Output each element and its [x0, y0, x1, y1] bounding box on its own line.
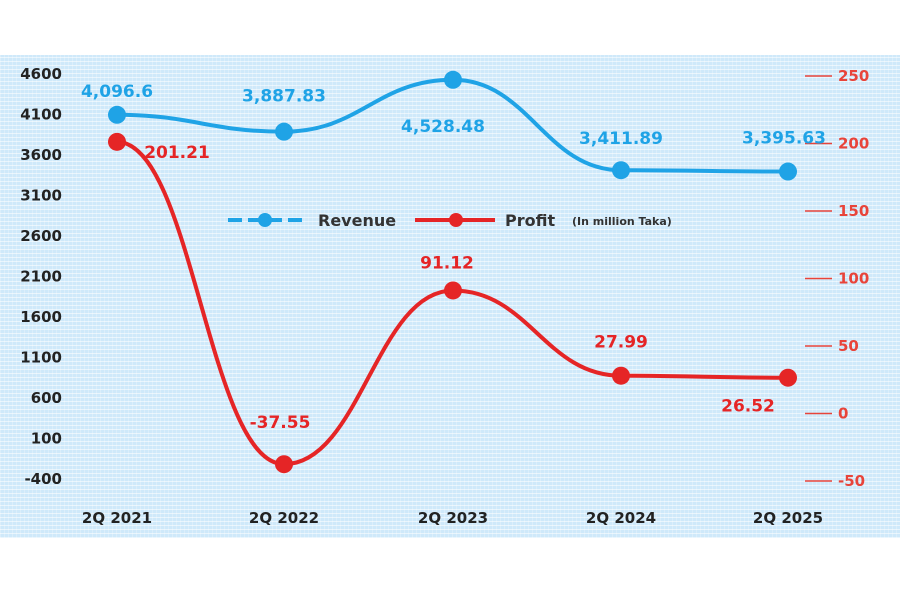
revenue-data-label: 4,528.48 [401, 117, 485, 137]
left-axis-tick: 100 [31, 430, 62, 448]
x-axis-tick: 2Q 2022 [249, 509, 319, 527]
left-axis-tick: 3100 [20, 187, 62, 205]
left-axis-tick: 2600 [20, 227, 62, 245]
right-axis-tick: 100 [838, 270, 869, 288]
right-axis-tick: 0 [838, 405, 848, 423]
right-axis-tick: 200 [838, 135, 869, 153]
legend-unit-note: (In million Taka) [572, 215, 672, 228]
left-axis-tick: 3600 [20, 146, 62, 164]
revenue-data-label: 3,411.89 [579, 129, 663, 149]
right-axis-tick: 250 [838, 67, 869, 85]
data-points [108, 70, 797, 474]
legend-revenue-marker [258, 213, 272, 227]
right-axis-tick: -50 [838, 472, 865, 490]
profit-point [444, 281, 462, 300]
revenue-point [779, 162, 797, 181]
left-axis-tick: 4600 [20, 65, 62, 83]
revenue-data-label: 4,096.6 [81, 82, 153, 102]
line-chart: 4600 4100 3600 3100 2600 2100 1600 1100 600 100 -4… [20, 65, 869, 527]
legend-profit-label: Profit [505, 211, 555, 230]
x-axis-tick: 2Q 2021 [82, 509, 152, 527]
right-axis-tick: 50 [838, 337, 859, 355]
profit-data-label: -37.55 [250, 413, 311, 433]
profit-point [275, 455, 293, 474]
x-axis-tick: 2Q 2023 [418, 509, 488, 527]
left-axis: 4600 4100 3600 3100 2600 2100 1600 1100 600 100 -4… [20, 65, 62, 488]
right-axis: 250 200 150 100 50 0 -50 [805, 67, 869, 490]
left-axis-tick: 2100 [20, 268, 62, 286]
chart-panel: 4600 4100 3600 3100 2600 2100 1600 1100 600 100 -4… [0, 55, 900, 538]
profit-data-label: 27.99 [594, 333, 648, 353]
left-axis-tick: -400 [24, 470, 62, 488]
revenue-point [444, 70, 462, 89]
profit-point [779, 368, 797, 387]
profit-point [612, 366, 630, 385]
revenue-data-label: 3,395.63 [742, 129, 826, 149]
profit-data-label: 91.12 [420, 253, 474, 273]
x-axis-tick: 2Q 2024 [586, 509, 656, 527]
data-labels: 4,096.6 3,887.83 4,528.48 3,411.89 3,395.63 2… [81, 82, 826, 433]
left-axis-tick: 1100 [20, 349, 62, 367]
legend: Revenue Profit (In million Taka) [228, 211, 672, 230]
revenue-data-label: 3,887.83 [242, 87, 326, 107]
left-axis-tick: 1600 [20, 308, 62, 326]
profit-data-label: 201.21 [144, 143, 210, 163]
revenue-point [108, 105, 126, 124]
legend-revenue-label: Revenue [318, 211, 396, 230]
revenue-point [612, 161, 630, 180]
x-axis: 2Q 2021 2Q 2022 2Q 2023 2Q 2024 2Q 2025 [82, 509, 823, 527]
right-axis-tick: 150 [838, 202, 869, 220]
profit-line [115, 139, 790, 467]
x-axis-tick: 2Q 2025 [753, 509, 823, 527]
legend-profit-marker [449, 213, 463, 227]
left-axis-tick: 600 [31, 389, 62, 407]
profit-data-label: 26.52 [721, 397, 775, 417]
profit-point [108, 132, 126, 151]
revenue-point [275, 122, 293, 141]
left-axis-tick: 4100 [20, 106, 62, 124]
